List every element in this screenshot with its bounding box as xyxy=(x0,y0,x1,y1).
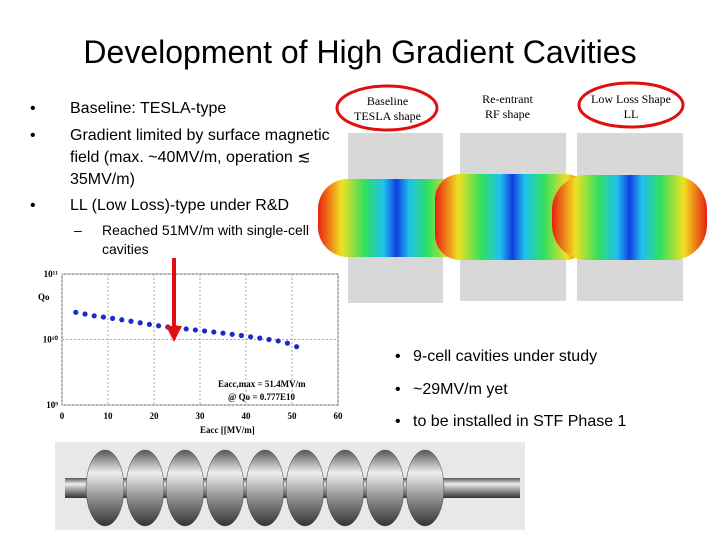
shape-label: Low Loss Shape LL xyxy=(580,92,682,122)
y-axis-label: Qo xyxy=(38,292,50,302)
data-point xyxy=(202,328,208,334)
data-point xyxy=(100,314,106,320)
sub-bullet: Reached 51MV/m with single-cell cavities xyxy=(74,221,332,259)
y-tick-label: 10⁹ xyxy=(46,400,58,410)
shape-label: Re-entrant RF shape xyxy=(465,92,550,122)
arrow-head xyxy=(166,326,182,342)
data-point xyxy=(119,317,125,323)
cell xyxy=(285,449,325,527)
cavity-cells xyxy=(85,449,445,527)
x-tick-label: 20 xyxy=(150,411,160,421)
cavity-field xyxy=(435,174,590,260)
data-point xyxy=(257,335,263,341)
data-point xyxy=(294,344,300,350)
data-point xyxy=(238,332,244,339)
data-point xyxy=(110,315,116,321)
x-tick-label: 30 xyxy=(196,411,206,421)
annotation: @ Qo = 0.777E10 xyxy=(228,392,296,402)
cell xyxy=(325,449,365,527)
cell xyxy=(165,449,205,527)
cavity-field xyxy=(552,175,707,260)
data-point xyxy=(156,323,162,329)
data-point xyxy=(211,329,217,335)
shape-label-line: Re-entrant xyxy=(482,92,533,106)
y-tick-label: 10¹¹ xyxy=(44,269,59,279)
cell xyxy=(365,449,405,527)
shape-label-line: TESLA shape xyxy=(354,109,421,123)
right-bullet: ~29MV/m yet xyxy=(395,381,508,399)
highlight-ellipse xyxy=(577,81,685,129)
x-tick-label: 60 xyxy=(334,411,344,421)
cell xyxy=(405,449,445,527)
data-point xyxy=(128,318,134,324)
data-point xyxy=(82,311,88,317)
cell xyxy=(245,449,285,527)
shape-label-line: RF shape xyxy=(485,107,530,121)
data-point xyxy=(146,321,152,328)
cell xyxy=(205,449,245,527)
bullet: Gradient limited by surface magnetic fie… xyxy=(30,125,330,191)
data-point xyxy=(137,320,143,326)
x-tick-label: 10 xyxy=(104,411,114,421)
shape-label-line: Baseline xyxy=(366,94,409,108)
title: Development of High Gradient Cavities xyxy=(83,34,637,70)
y-tick-label: 10¹⁰ xyxy=(43,335,59,345)
data-point xyxy=(91,313,97,319)
cell xyxy=(125,449,165,527)
shape-label: Baseline TESLA shape xyxy=(345,94,430,124)
data-point xyxy=(275,338,281,344)
data-point xyxy=(248,334,254,340)
right-bullet: 9-cell cavities under study xyxy=(395,348,597,366)
highlight-ellipse xyxy=(335,84,439,132)
data-point xyxy=(284,340,290,346)
x-tick-label: 40 xyxy=(242,411,252,421)
data-point xyxy=(183,326,189,332)
x-tick-label: 50 xyxy=(288,411,298,421)
shape-label-line: LL xyxy=(623,107,639,121)
bullet: Baseline: TESLA-type xyxy=(30,98,330,120)
x-axis-label: Eacc [[MV/m] xyxy=(200,425,255,435)
cell xyxy=(85,449,125,527)
x-tick-label: 0 xyxy=(60,411,65,421)
bullet: LL (Low Loss)-type under R&D xyxy=(30,195,330,217)
shape-label-line: Low Loss Shape xyxy=(591,92,671,106)
data-point xyxy=(73,309,79,315)
data-point xyxy=(229,331,235,337)
data-point xyxy=(220,330,226,336)
annotation: Eacc,max = 51.4MV/m xyxy=(218,379,306,389)
right-bullet: to be installed in STF Phase 1 xyxy=(395,413,626,431)
data-point xyxy=(192,327,198,333)
data-point xyxy=(266,336,272,343)
inset-plot: 0 10 20 30 40 50 60 10⁹ 10¹⁰ 10¹¹ Qo Eacc [[MV/m] Ea… xyxy=(38,269,343,435)
